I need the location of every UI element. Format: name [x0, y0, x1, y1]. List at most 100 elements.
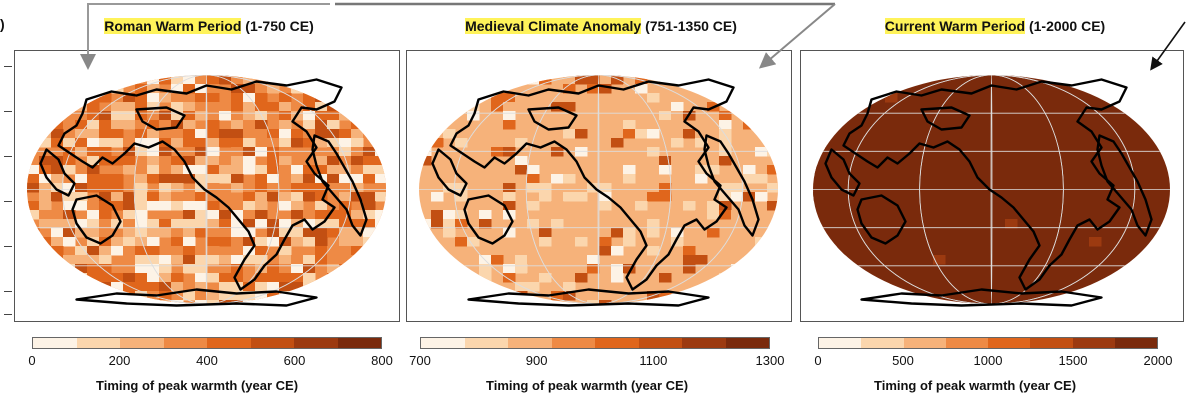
grid-cell [207, 84, 220, 94]
grid-cell [587, 111, 600, 121]
grid-cell [575, 147, 588, 157]
grid-cell [183, 129, 196, 139]
grid-cell [327, 147, 340, 157]
grid-cell [87, 174, 100, 184]
grid-cell [351, 282, 364, 292]
grid-cell [515, 75, 528, 85]
grid-cell [51, 219, 64, 229]
grid-cell [695, 255, 708, 265]
grid-cell [195, 282, 208, 292]
grid-cell [171, 102, 184, 112]
grid-cell [195, 147, 208, 157]
grid-cell [183, 219, 196, 229]
grid-cell [303, 273, 316, 283]
latitude-tick-marks [4, 66, 12, 316]
grid-cell [647, 129, 660, 139]
grid-cell [419, 264, 432, 274]
grid-cell [279, 147, 292, 157]
grid-cell [587, 300, 600, 304]
grid-cell [431, 174, 444, 184]
grid-cell [351, 300, 364, 304]
grid-cell [171, 228, 184, 238]
grid-cell [267, 183, 280, 193]
grid-cell [659, 111, 672, 121]
coastline [703, 134, 760, 237]
grid-cell [63, 255, 76, 265]
grid-cell [339, 255, 352, 265]
grid-cell [147, 138, 160, 148]
coastlines [431, 78, 760, 307]
grid-cell [635, 129, 648, 139]
grid-cell [87, 84, 100, 94]
grid-cell [539, 228, 552, 238]
grid-cell [195, 264, 208, 274]
grid-cell [303, 282, 316, 292]
grid-cell [503, 246, 516, 256]
grid-cell [195, 201, 208, 211]
grid-cell [171, 138, 184, 148]
grid-cell [243, 273, 256, 283]
grid-cell [315, 156, 328, 166]
grid-cell [707, 165, 720, 175]
grid-cell [195, 291, 208, 301]
grid-cell [363, 237, 376, 247]
grid-cell [207, 138, 220, 148]
grid-cell [243, 138, 256, 148]
grid-cell [551, 201, 564, 211]
grid-cell [183, 192, 196, 202]
grid-cell [99, 246, 112, 256]
grid-cell [363, 255, 376, 265]
grid-cell [207, 219, 220, 229]
grid-cell [123, 210, 136, 220]
grid-cell [375, 291, 386, 301]
grid-cell [479, 264, 492, 274]
grid-cell [375, 282, 386, 292]
grid-cell [99, 183, 112, 193]
grid-cell [455, 282, 468, 292]
grid-cell [75, 264, 88, 274]
grid-cell [123, 282, 136, 292]
grid-cell [1017, 246, 1030, 256]
grid-cell [279, 228, 292, 238]
grid-cell [111, 111, 124, 121]
grid-cell [279, 273, 292, 283]
grid-cell [147, 147, 160, 157]
grid-cell [563, 129, 576, 139]
grid-cell [339, 210, 352, 220]
grid-cell [743, 165, 756, 175]
grid-cell [443, 129, 456, 139]
grid-cell [527, 273, 540, 283]
grid-cell [291, 138, 304, 148]
grid-cell [363, 201, 376, 211]
grid-cell [503, 102, 516, 112]
grid-cell [419, 138, 432, 148]
grid-cell [159, 111, 172, 121]
grid-cell [1125, 255, 1138, 265]
grid-cell [267, 282, 280, 292]
grid-cell [171, 246, 184, 256]
grid-cell [743, 291, 756, 301]
grid-cell [515, 291, 528, 301]
grid-cell [243, 111, 256, 121]
grid-cell [123, 102, 136, 112]
grid-cell [195, 246, 208, 256]
grid-cell [375, 183, 386, 193]
grid-cell [267, 147, 280, 157]
grid-cell [375, 102, 386, 112]
grid-cell [707, 210, 720, 220]
grid-cell [611, 75, 624, 85]
grid-cell [503, 192, 516, 202]
grid-cell [909, 156, 922, 166]
title-range: (1-750 CE) [241, 18, 314, 34]
panel-label: ) [0, 16, 5, 32]
grid-cell [743, 120, 756, 130]
grid-cell [599, 84, 612, 94]
grid-cell [419, 237, 432, 247]
grid-cell [207, 102, 220, 112]
grid-cell [267, 102, 280, 112]
grid-cell [195, 210, 208, 220]
grid-cell [731, 192, 744, 202]
grid-cell [255, 129, 268, 139]
grid-cell [743, 192, 756, 202]
grid-cell [255, 183, 268, 193]
